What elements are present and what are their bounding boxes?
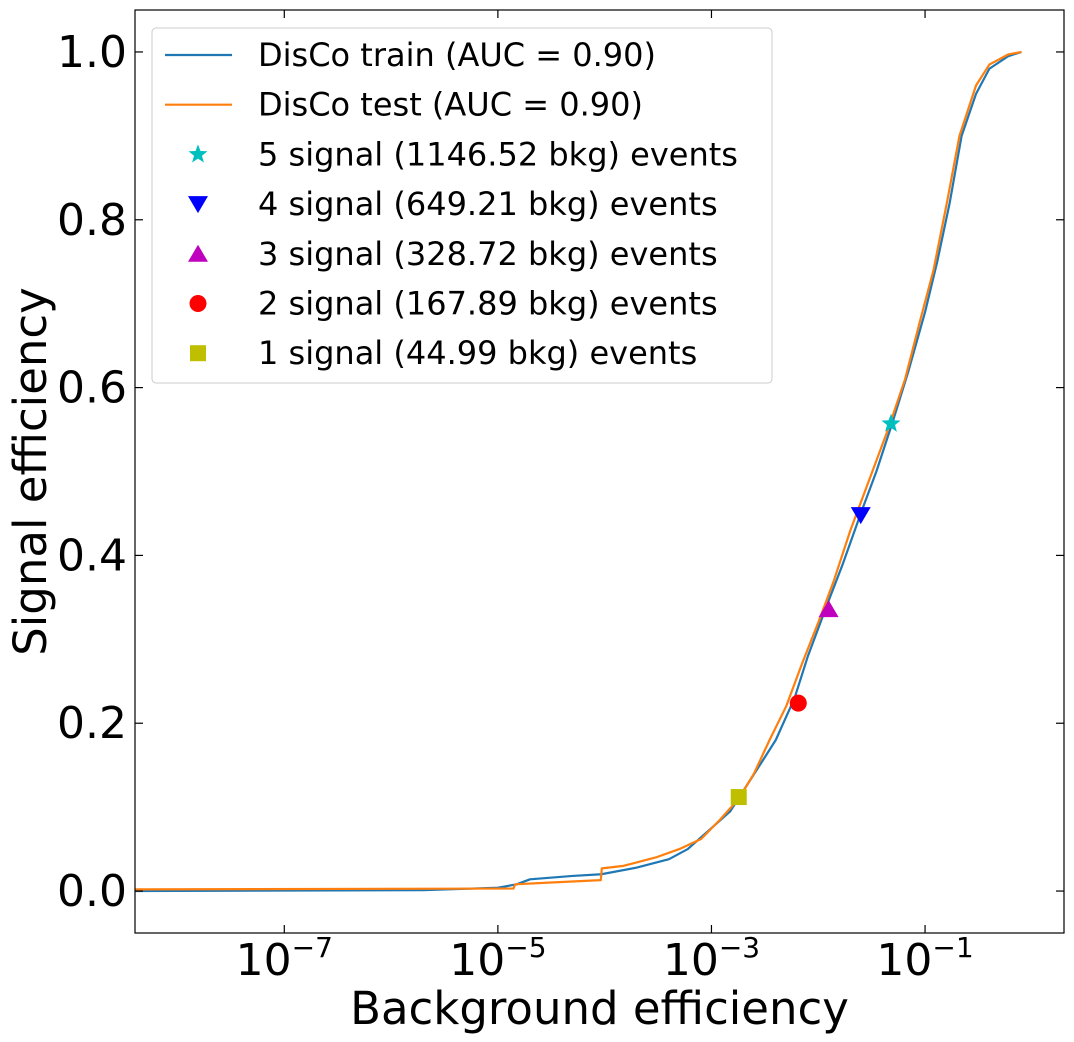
legend-label: DisCo test (AUC = 0.90) [258, 86, 643, 124]
x-tick-label: 10−5 [449, 931, 546, 986]
marker-point-2 [850, 507, 871, 525]
legend-label: 5 signal (1146.52 bkg) events [258, 135, 738, 173]
y-axis-title: Signal efficiency [4, 287, 57, 656]
y-tick-label: 0.0 [57, 866, 127, 917]
x-axis-title: Background efficiency [350, 982, 849, 1035]
legend-marker [190, 345, 206, 362]
series-line-2 [135, 50, 1022, 891]
legend-marker [188, 196, 208, 214]
legend-label: 1 signal (44.99 bkg) events [258, 334, 697, 372]
x-tick-label: 10−3 [663, 931, 760, 986]
plot-frame [134, 9, 1065, 934]
marker-point-1 [881, 413, 901, 432]
legend-marker [189, 295, 207, 312]
legend-marker [188, 144, 208, 163]
legend-label: DisCo train (AUC = 0.90) [258, 36, 656, 74]
x-tick-label: 10−7 [236, 931, 333, 986]
marker-point-4 [789, 694, 807, 712]
legend: DisCo train (AUC = 0.90) DisCo test (AUC … [151, 27, 773, 384]
x-tick-label: 10−1 [876, 931, 973, 986]
plot-data-area [135, 50, 1022, 893]
ticks-layer: 0.0 0.2 0.4 0.6 0.8 1.0 10−7 10−5 10−3 10−1 [57, 10, 1064, 986]
y-tick-label: 0.2 [57, 698, 127, 749]
marker-point-5 [730, 789, 747, 806]
legend-label: 2 signal (167.89 bkg) events [258, 285, 718, 323]
marker-point-3 [818, 600, 839, 618]
legend-marker [188, 244, 208, 262]
legend-box [151, 27, 773, 384]
y-tick-label: 0.8 [57, 195, 127, 246]
y-tick-label: 1.0 [57, 27, 127, 78]
y-tick-label: 0.6 [57, 363, 127, 414]
marker-layer [730, 413, 901, 806]
y-tick-label: 0.4 [57, 530, 127, 581]
legend-label: 4 signal (649.21 bkg) events [258, 185, 718, 223]
legend-label: 3 signal (328.72 bkg) events [258, 235, 718, 273]
